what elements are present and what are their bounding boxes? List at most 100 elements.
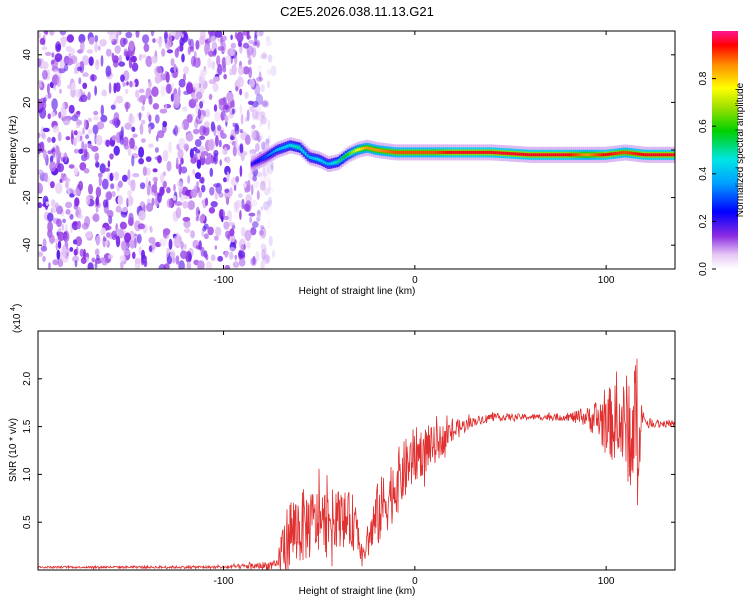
noise-blob [182,106,188,112]
noise-blob [156,135,159,142]
track-core [392,150,397,154]
noise-blob [168,141,172,154]
noise-blob [173,183,176,192]
noise-blob [260,180,266,191]
noise-blob [132,173,140,178]
noise-blob [265,40,273,47]
noise-blob [249,78,255,88]
noise-blob [143,43,150,53]
noise-blob [237,65,244,76]
noise-blob [162,180,167,189]
noise-blob [105,65,112,77]
track-core [624,151,629,154]
noise-blob [266,80,271,89]
colorbar-tick-label: 0.2 [698,214,709,228]
noise-blob [204,157,212,165]
track-core [546,153,551,157]
noise-blob [180,157,184,165]
noise-blob [93,115,99,121]
noise-blob [47,176,51,186]
noise-blob [227,221,235,227]
noise-blob [59,178,63,183]
noise-blob [178,137,186,149]
spectrogram-y-label: Frequency (Hz) [8,116,19,185]
track-core [556,153,561,157]
noise-blob [107,209,114,218]
track-core [414,150,419,154]
y-tick-label: -20 [22,190,33,205]
noise-blob [141,119,146,125]
noise-blob [178,260,185,269]
noise-blob [56,249,61,260]
noise-blob [199,101,204,109]
noise-blob [234,54,238,65]
noise-blob [51,136,56,143]
noise-blob [252,180,260,189]
noise-blob [222,35,227,42]
noise-blob [42,69,48,80]
noise-blob [142,166,148,176]
noise-blob [239,46,243,53]
noise-blob [78,180,84,191]
track-core [466,150,471,154]
x-tick-label: -100 [214,275,234,286]
noise-blob [127,189,132,197]
noise-blob [166,187,171,194]
spectrogram-y-ticks: -40 -20 0 20 40 [22,49,675,253]
noise-blob [147,198,151,204]
noise-blob [268,186,274,194]
y-tick-label: -40 [22,238,33,253]
noise-blob [258,31,264,37]
snr-frame [37,330,676,571]
track-core [622,151,627,154]
noise-blob [51,52,55,58]
track-core [474,150,479,154]
track-core [656,153,661,157]
track-core [652,153,657,157]
noise-blob [138,158,145,165]
y-tick-label: 2.0 [22,371,33,385]
noise-blob [263,254,271,265]
track-core [354,149,359,153]
noise-blob [192,94,197,100]
noise-blob [190,55,196,67]
noise-blob [192,82,200,90]
noise-blob [234,255,238,264]
snr-x-label: Height of straight line (km) [299,586,416,597]
noise-blob [270,65,277,77]
noise-blob [78,33,86,44]
noise-blob [256,135,264,140]
track-core [444,150,449,154]
noise-blob [96,254,100,261]
noise-blob [111,135,117,141]
noise-blob [38,251,44,257]
noise-blob [262,51,267,59]
noise-blob [250,184,254,196]
noise-blob [211,41,218,51]
noise-blob [260,141,266,151]
noise-blob [203,233,209,240]
track-core [336,160,341,164]
track-core [504,151,509,155]
snr-line [38,358,675,570]
noise-blob [136,233,142,244]
noise-blob [79,135,83,141]
noise-blob [39,37,46,46]
noise-blob [87,117,93,123]
noise-blob [194,172,202,180]
noise-blob [223,147,228,156]
noise-blob [138,146,145,158]
noise-blob [88,36,95,45]
track-core [382,149,387,153]
noise-blob [129,137,135,149]
noise-blob [196,159,202,170]
track-core [302,150,307,154]
noise-blob [188,253,192,262]
noise-blob [265,254,270,263]
noise-blob [157,155,162,164]
noise-blob [190,157,197,164]
noise-blob [50,111,56,118]
noise-blob [244,91,249,99]
noise-blob [233,184,237,191]
